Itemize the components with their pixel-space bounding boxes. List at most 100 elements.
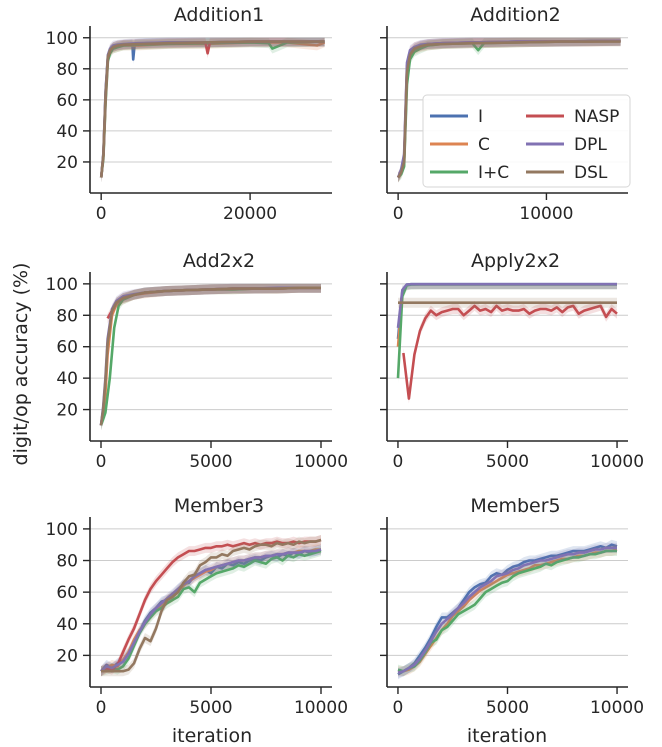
band-dsl — [101, 283, 321, 431]
series-line-nasp — [99, 40, 325, 178]
x-tick-label: 10000 — [294, 452, 348, 472]
x-tick-label: 10000 — [590, 452, 644, 472]
x-tick-label: 0 — [96, 698, 107, 718]
series-line-dpl — [99, 40, 325, 178]
band-nasp — [101, 37, 325, 183]
series-line-iplusc — [99, 286, 321, 426]
subplot-addition1: 20 40 60 80 100 0 20000 Addition1 — [46, 4, 332, 224]
y-tick-label: 80 — [56, 60, 78, 80]
series-line-dsl — [101, 538, 322, 673]
y-tick-label: 100 — [46, 275, 78, 295]
series-line-dpl — [396, 282, 617, 329]
x-tick-label: 20000 — [223, 204, 277, 224]
legend-label: DSL — [574, 163, 608, 183]
y-tick-label: 80 — [56, 552, 78, 572]
series-line-iplusc — [99, 40, 325, 178]
band-i — [101, 37, 325, 183]
band-c — [398, 283, 617, 352]
subplot-addition2: 0 10000 Addition2 — [380, 4, 628, 224]
series-line-nasp — [402, 304, 618, 400]
band-i — [398, 539, 617, 680]
subplot-title: Addition1 — [174, 4, 265, 26]
y-tick-label: 60 — [56, 338, 78, 358]
y-tick-label: 20 — [56, 401, 78, 421]
x-axis-label-left: iteration — [172, 725, 252, 747]
y-tick-label: 60 — [56, 583, 78, 603]
legend-label: I — [478, 107, 483, 127]
x-tick-label: 0 — [96, 204, 107, 224]
legend-item: NASP — [526, 107, 619, 127]
y-tick-label: 20 — [56, 153, 78, 173]
band-dpl — [398, 283, 617, 333]
subplot-title: Add2x2 — [183, 250, 255, 272]
legend-label: NASP — [574, 107, 619, 127]
subplot-title: Addition2 — [470, 4, 561, 26]
band-dsl — [101, 37, 325, 183]
series-line-dsl — [397, 40, 621, 179]
band-nasp — [403, 300, 617, 404]
x-tick-label: 5000 — [189, 452, 232, 472]
legend-frame — [422, 94, 631, 188]
legend-item: DSL — [526, 163, 608, 183]
subplot-add2x2: 20 40 60 80 100 0 5000 10000 Add2x2 — [46, 250, 349, 472]
band-c — [101, 37, 325, 183]
legend-label: I+C — [478, 163, 509, 183]
series-line-dpl — [99, 286, 321, 426]
y-tick-label: 80 — [56, 306, 78, 326]
legend-item: I+C — [430, 163, 509, 183]
band-c — [398, 544, 617, 677]
series-line-iplusc — [397, 549, 617, 673]
y-tick-label: 100 — [46, 520, 78, 540]
band-iplusc — [101, 283, 321, 431]
x-tick-label: 0 — [393, 698, 404, 718]
subplot-member3: 20 40 60 80 100 0 5000 10000 Member3 — [46, 495, 349, 718]
series-line-dpl — [397, 546, 617, 675]
legend-label: DPL — [574, 135, 607, 155]
y-tick-label: 40 — [56, 122, 78, 142]
subplot-apply2x2: 0 5000 10000 Apply2x2 — [380, 250, 644, 472]
y-tick-label: 20 — [56, 646, 78, 666]
series-line-dsl — [99, 286, 321, 426]
x-tick-label: 5000 — [486, 698, 529, 718]
x-tick-label: 0 — [393, 452, 404, 472]
x-tick-label: 10000 — [590, 698, 644, 718]
x-axis-label-right: iteration — [467, 725, 547, 747]
x-tick-label: 10000 — [294, 698, 348, 718]
y-tick-label: 40 — [56, 369, 78, 389]
series-line-dsl — [99, 40, 325, 178]
x-tick-label: 0 — [96, 452, 107, 472]
band-dpl — [101, 37, 325, 183]
y-tick-label: 60 — [56, 91, 78, 111]
subplot-member5: 0 5000 10000 Member5 — [380, 495, 644, 718]
series-line-i — [99, 286, 321, 426]
series-line-c — [99, 286, 321, 426]
legend: IC I+C NASP DPL DSL — [422, 94, 631, 188]
series-line-i — [397, 543, 618, 676]
subplot-title: Member5 — [470, 495, 560, 517]
band-iplusc — [101, 37, 325, 183]
band-dpl — [101, 283, 321, 431]
y-tick-label: 100 — [46, 29, 78, 49]
x-tick-label: 5000 — [486, 452, 529, 472]
band-iplusc — [398, 37, 621, 183]
band-c — [101, 283, 321, 431]
legend-item: DPL — [526, 135, 607, 155]
band-iplusc — [398, 546, 617, 677]
legend-item: I — [430, 107, 483, 127]
subplot-title: Apply2x2 — [471, 250, 560, 272]
x-tick-label: 0 — [393, 204, 404, 224]
legend-item: C — [430, 135, 490, 155]
series-line-i — [99, 40, 325, 178]
legend-label: C — [478, 135, 490, 155]
band-i — [101, 283, 321, 431]
y-tick-label: 40 — [56, 615, 78, 635]
band-dpl — [101, 544, 321, 677]
band-dpl — [398, 542, 617, 678]
x-tick-label: 5000 — [189, 698, 232, 718]
band-nasp — [107, 283, 321, 324]
subplot-title: Member3 — [174, 495, 264, 517]
y-axis-label: digit/op accuracy (%) — [10, 263, 32, 466]
series-line-dpl — [100, 548, 322, 673]
x-tick-label: 10000 — [519, 204, 573, 224]
